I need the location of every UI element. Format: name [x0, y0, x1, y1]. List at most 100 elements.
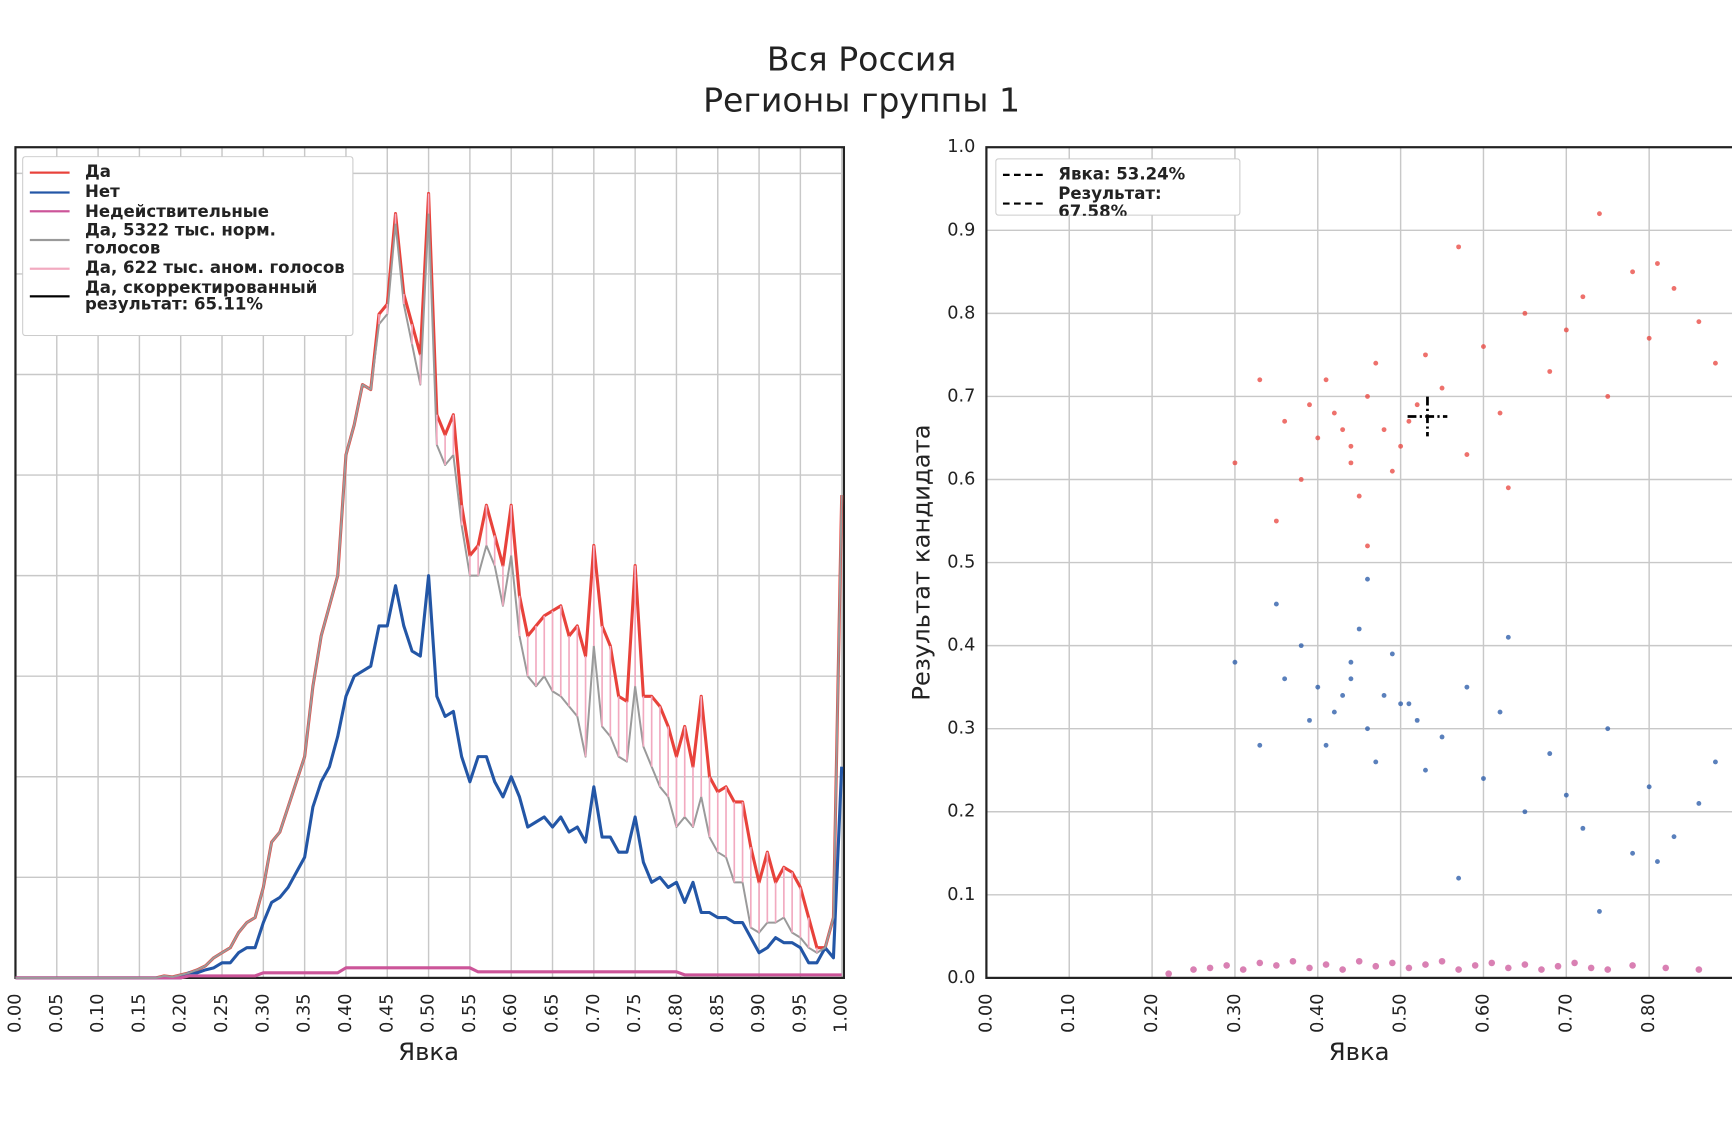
- y-tick-label: 0.8: [947, 303, 975, 323]
- scatter-point: [1456, 875, 1462, 881]
- x-tick-label: 0.10: [1059, 994, 1079, 1033]
- y-tick-label: 0.2: [947, 802, 975, 822]
- x-tick-label: 0.60: [1473, 994, 1493, 1033]
- scatter-point: [1406, 701, 1412, 707]
- x-tick-label: 0.60: [501, 994, 521, 1033]
- scatter-point: [1406, 418, 1412, 424]
- legend: Явка: 53.24%Результат: 67.58%: [995, 158, 1241, 216]
- scatter-point: [1597, 211, 1602, 217]
- scatter-point: [1365, 726, 1370, 732]
- legend-label: Нет: [85, 181, 120, 202]
- scatter-point: [1273, 518, 1279, 524]
- x-tick-label: 0.30: [253, 994, 273, 1033]
- scatter-point: [1605, 726, 1611, 732]
- legend-label: Результат: 67.58%: [1058, 183, 1162, 216]
- scatter-point: [1563, 327, 1569, 333]
- scatter-point: [1365, 393, 1370, 399]
- scatter-point: [1629, 962, 1636, 969]
- y-tick-label: 0.6: [947, 469, 975, 489]
- x-tick-label: 0.00: [976, 994, 996, 1033]
- scatter-point: [1538, 966, 1545, 973]
- scatter-point: [1414, 402, 1420, 408]
- legend-swatch: [1002, 201, 1043, 205]
- x-tick-label: 1.00: [832, 994, 852, 1033]
- scatter-point: [1289, 957, 1297, 965]
- y-axis-label: Результат кандидата: [906, 424, 935, 700]
- legend-item: Да, 5322 тыс. норм. голосов: [29, 222, 346, 258]
- scatter-point: [1481, 776, 1486, 781]
- scatter-point: [1315, 684, 1321, 690]
- legend-box: Явка: 53.24% Результат: 67.58%: [995, 158, 1241, 216]
- legend-swatch: [29, 267, 70, 270]
- scatter-point: [1373, 759, 1379, 765]
- scatter-point: [1306, 964, 1313, 972]
- scatter-point: [1273, 601, 1279, 607]
- legend-swatch: [29, 210, 70, 213]
- scatter-point: [1323, 377, 1329, 383]
- legend-swatch: [29, 295, 70, 298]
- scatter-point: [1282, 676, 1288, 682]
- plot-frame: [985, 146, 1732, 979]
- scatter-point: [1232, 460, 1238, 466]
- scatter-point: [1365, 576, 1370, 582]
- scatter-point: [1373, 360, 1379, 366]
- x-tick-label: 0.85: [708, 994, 728, 1033]
- scatter-point: [1282, 418, 1288, 424]
- y-tick-label: 0.5: [947, 553, 975, 573]
- scatter-point: [1455, 966, 1462, 973]
- scatter-point: [1389, 959, 1396, 967]
- scatter-point: [1389, 651, 1395, 657]
- x-tick-label: 0.40: [336, 994, 356, 1033]
- scatter-point: [1505, 634, 1511, 640]
- scatter-point: [1398, 443, 1404, 449]
- scatter-point: [1604, 966, 1612, 973]
- scatter-point: [1580, 825, 1586, 831]
- scatter-point: [1597, 908, 1602, 914]
- scatter-point: [1547, 369, 1553, 374]
- scatter-point: [1481, 344, 1486, 350]
- scatter-point: [1497, 709, 1503, 715]
- x-tick-label: 0.55: [460, 994, 480, 1033]
- y-tick-label: 0.9: [947, 220, 975, 240]
- scatter-point: [1471, 962, 1479, 969]
- scatter-point: [1488, 959, 1496, 967]
- legend-label: Да: [85, 161, 111, 182]
- x-tick-label: 0.90: [749, 994, 769, 1033]
- x-tick-label: 0.05: [47, 994, 67, 1033]
- x-tick-label: 0.20: [171, 994, 191, 1033]
- scatter-point: [1339, 966, 1346, 973]
- scatter-point: [1315, 435, 1321, 441]
- x-tick-label: 0.40: [1308, 994, 1328, 1033]
- x-tick-label: 0.70: [1556, 994, 1576, 1033]
- scatter-point: [1165, 970, 1172, 978]
- scatter-point: [1423, 767, 1428, 773]
- x-tick-label: 0.80: [1639, 994, 1659, 1033]
- x-tick-label: 0.95: [790, 994, 810, 1033]
- scatter-point: [1307, 717, 1312, 723]
- scatter-point: [1322, 961, 1330, 968]
- scatter-point: [1348, 659, 1354, 665]
- scatter-point: [1464, 452, 1470, 457]
- scatter-point: [1340, 693, 1346, 698]
- scatter-point: [1522, 310, 1528, 316]
- scatter-point: [1190, 966, 1197, 973]
- scatter-point: [1257, 742, 1263, 748]
- legend-swatch: [29, 171, 70, 174]
- y-tick-label: 0.7: [947, 386, 975, 406]
- scatter-point: [1655, 261, 1660, 266]
- legend-label: Да, 622 тыс. аном. голосов: [85, 257, 345, 278]
- scatter-point: [1605, 393, 1611, 399]
- scatter-point: [1456, 244, 1462, 250]
- scatter-point: [1646, 335, 1652, 341]
- scatter-point: [1356, 626, 1362, 632]
- scatter-point: [1571, 959, 1578, 967]
- y-tick-label: 1.0: [947, 137, 975, 157]
- x-tick-label: 0.50: [419, 994, 439, 1033]
- scatter-point: [1422, 961, 1429, 968]
- x-tick-label: 0.75: [625, 994, 645, 1033]
- x-axis-label: Явка: [1329, 1037, 1390, 1066]
- x-tick-label: 0.65: [543, 994, 563, 1033]
- scatter-point: [1348, 460, 1354, 466]
- x-tick-label: 0.25: [212, 994, 232, 1033]
- x-tick-label: 0.10: [88, 994, 108, 1033]
